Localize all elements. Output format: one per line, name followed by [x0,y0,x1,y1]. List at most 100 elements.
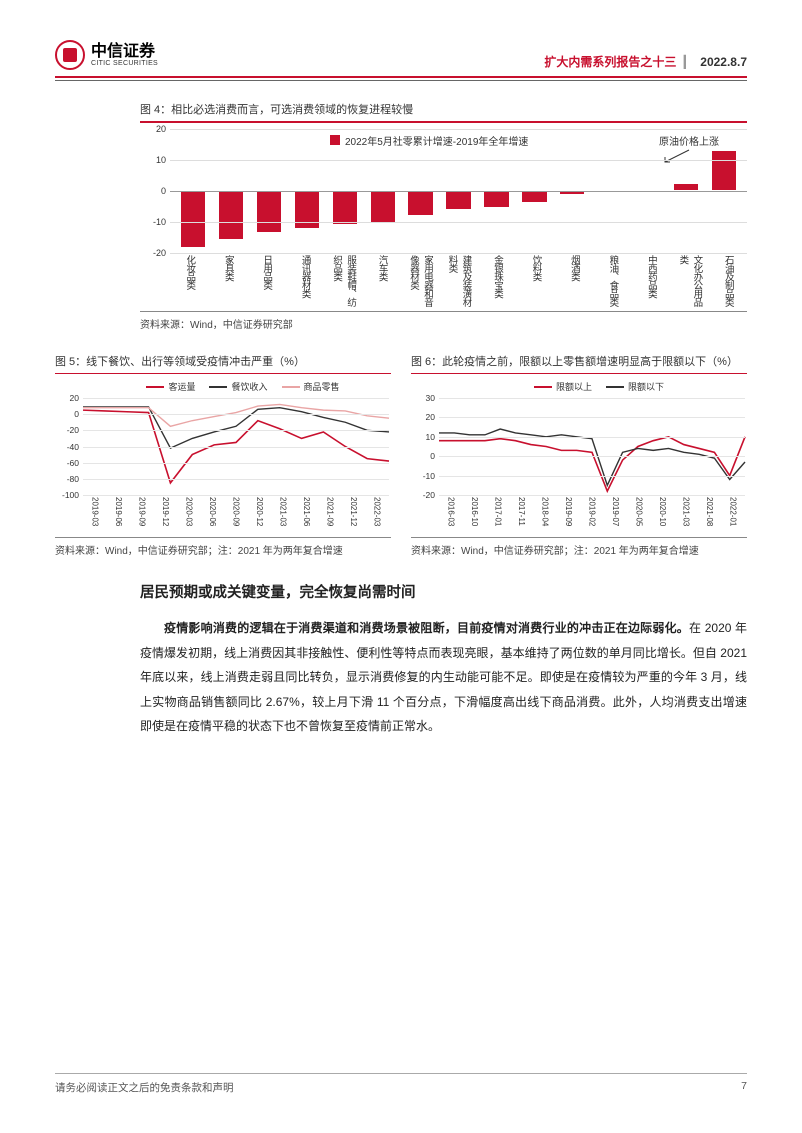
fig5-xlabel: 2019-09 [130,495,154,535]
legend-label: 限额以上 [556,380,592,393]
fig5-xlabel: 2021-09 [318,495,342,535]
fig5-legend-item: 餐饮收入 [209,380,267,393]
logo: 中信证券 CITIC SECURITIES [55,40,158,70]
body-paragraph-1: 疫情影响消费的逻辑在于消费渠道和消费场景被阻断，目前疫情对消费行业的冲击正在边际… [140,616,747,739]
fig4-gridline [170,160,747,161]
fig4-bar [712,151,736,191]
fig6-ytick: 0 [430,451,435,461]
page-footer: 请务必阅读正文之后的免责条款和声明 7 [55,1073,747,1095]
section-heading: 居民预期或成关键变量，完全恢复尚需时间 [140,581,747,602]
fig5-gridline [83,479,389,480]
fig6-xlabel: 2020-10 [651,495,675,535]
fig6-gridline [439,398,745,399]
fig6-caption: 图 6：此轮疫情之前，限额以上零售额增速明显高于限额以下（%） [411,353,747,369]
report-date: 2022.8.7 [700,55,747,69]
fig4-xlabel: 烟酒类 [555,253,593,309]
fig5-ytick: 0 [74,409,79,419]
fig5-xlabel: 2020-09 [224,495,248,535]
legend-line-icon [606,386,624,388]
figure-6: 图 6：此轮疫情之前，限额以上零售额增速明显高于限额以下（%） 限额以上 限额以下… [411,353,747,558]
fig4-xlabel: 汽车类 [362,253,400,309]
fig5-gridline [83,463,389,464]
fig6-rule-top [411,373,747,375]
report-series: 扩大内需系列报告之十三 [544,55,676,69]
fig6-xlabel: 2019-02 [580,495,604,535]
logo-text-cn: 中信证券 [91,44,158,60]
header-meta: 扩大内需系列报告之十三 ▎ 2022.8.7 [544,53,747,70]
fig6-gridline [439,456,745,457]
fig4-xlabel: 中西药品类 [632,253,670,309]
fig6-rule-bot [411,537,747,538]
fig6-xlabel: 2021-03 [674,495,698,535]
fig4-source: 资料来源：Wind，中信证券研究部 [140,316,747,331]
fig5-gridline [83,398,389,399]
fig5-xlabel: 2021-03 [271,495,295,535]
fig5-ytick: -20 [67,425,79,435]
header-sep: ▎ [684,55,693,69]
fig5-xlabel: 2021-12 [342,495,366,535]
fig6-xlabel: 2022-01 [721,495,745,535]
fig4-xlabel: 家用电器和音像器材类 [401,253,439,309]
fig5-series-line [83,404,389,426]
fig4-gridline [170,129,747,130]
fig4-xlabel: 服装鞋帽、纺织品类 [324,253,362,309]
fig5-legend-item: 商品零售 [282,380,340,393]
fig4-xlabel: 建筑及装潢材料类 [439,253,477,309]
fig6-xlabel: 2016-10 [463,495,487,535]
fig4-bar [446,191,470,210]
fig4-bar [295,191,319,229]
fig6-svg [439,398,745,495]
fig5-plot [83,398,389,495]
fig4-xlabel: 石油及制品类 [709,253,747,309]
fig5-gridline [83,447,389,448]
legend-line-icon [146,386,164,388]
fig4-rule-bot [140,311,747,312]
fig6-legend-item: 限额以下 [606,380,664,393]
fig6-legend-item: 限额以上 [534,380,592,393]
fig4-caption: 图 4：相比必选消费而言，可选消费领域的恢复进程较慢 [140,101,747,117]
legend-label: 客运量 [168,380,195,393]
fig6-ytick: 20 [426,412,435,422]
legend-line-icon [282,386,300,388]
fig4-bar [408,191,432,216]
fig5-xlabel: 2019-03 [83,495,107,535]
fig6-ytick: -10 [423,471,435,481]
fig6-xlabel: 2017-01 [486,495,510,535]
fig4-bar [371,191,395,223]
fig4-rule-top [140,121,747,123]
fig4-gridline [170,222,747,223]
fig5-xlabel: 2022-03 [365,495,389,535]
fig4-xlabel: 通讯器材类 [285,253,323,309]
fig4-bar [522,191,546,203]
fig4-ytick: -10 [153,217,166,227]
figure-4: 图 4：相比必选消费而言，可选消费领域的恢复进程较慢 -20-1001020 2… [140,101,747,331]
legend-line-icon [534,386,552,388]
fig6-xlabel: 2021-08 [698,495,722,535]
logo-text-en: CITIC SECURITIES [91,60,158,67]
fig5-yaxis: -100-80-60-40-20020 [55,398,81,495]
fig6-gridline [439,476,745,477]
fig4-xlabel: 饮料类 [516,253,554,309]
fig4-ytick: 20 [156,124,166,134]
fig6-xlabel: 2016-03 [439,495,463,535]
fig6-gridline [439,437,745,438]
para1-bold: 疫情影响消费的逻辑在于消费渠道和消费场景被阻断，目前疫情对消费行业的冲击正在边际… [164,621,689,635]
fig4-xlabels: 化妆品类家具类日用品类通讯器材类服装鞋帽、纺织品类汽车类家用电器和音像器材类建筑… [170,253,747,309]
fig5-xlabel: 2019-12 [154,495,178,535]
fig6-xlabel: 2019-09 [557,495,581,535]
fig5-gridline [83,430,389,431]
fig4-bar [484,191,508,207]
fig4-ytick: -20 [153,248,166,258]
fig4-xlabel: 化妆品类 [170,253,208,309]
fig5-rule-bot [55,537,391,538]
fig6-legend: 限额以上 限额以下 [451,380,747,393]
fig6-ytick: 30 [426,393,435,403]
legend-line-icon [209,386,227,388]
fig5-xlabel: 2020-12 [248,495,272,535]
fig5-xlabel: 2021-06 [295,495,319,535]
fig6-plot [439,398,745,495]
fig6-ytick: -20 [423,490,435,500]
fig4-bar [181,191,205,247]
header-rule-red [55,76,747,78]
fig4-bar [257,191,281,233]
